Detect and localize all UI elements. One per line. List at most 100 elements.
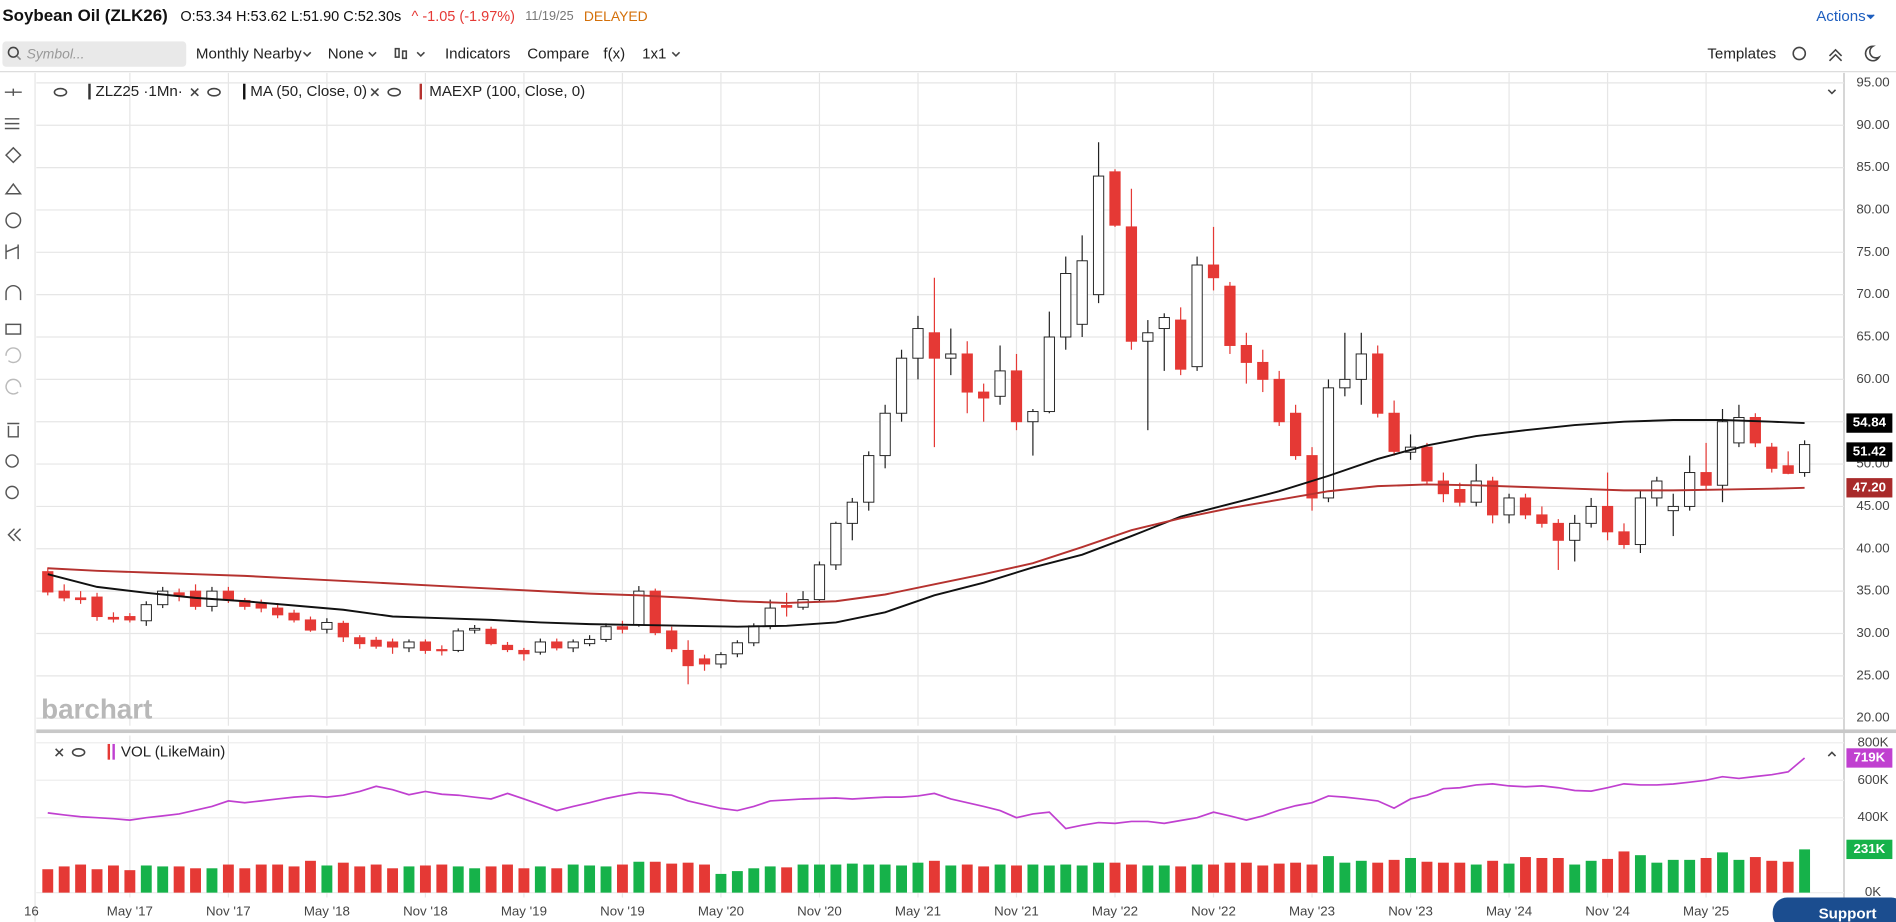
legend-swatch bbox=[88, 83, 91, 100]
candle-body bbox=[1027, 411, 1039, 423]
volume-bar bbox=[124, 870, 136, 893]
function-button[interactable]: f(x) bbox=[603, 46, 625, 63]
volume-bar bbox=[58, 866, 70, 893]
candle-body bbox=[1700, 472, 1712, 486]
eye-icon[interactable] bbox=[387, 87, 402, 97]
collapse-icon[interactable] bbox=[1828, 48, 1843, 62]
undo-icon[interactable] bbox=[5, 347, 22, 364]
volume-bar bbox=[403, 866, 415, 893]
candle-body bbox=[1076, 260, 1088, 325]
eye-icon[interactable] bbox=[207, 87, 221, 97]
volume-bar bbox=[321, 865, 333, 893]
eye-icon[interactable] bbox=[71, 747, 86, 757]
compare-button[interactable]: Compare bbox=[527, 46, 589, 63]
candle-body bbox=[830, 522, 842, 566]
candle-body bbox=[1339, 378, 1351, 389]
candle-body bbox=[272, 607, 284, 616]
volume-bar bbox=[1651, 862, 1663, 893]
support-button[interactable] bbox=[1772, 897, 1896, 922]
tool-icon[interactable] bbox=[5, 212, 22, 229]
x-tick-label: May '20 bbox=[698, 904, 744, 919]
x-tick-label: Nov '23 bbox=[1388, 904, 1433, 919]
tool-icon[interactable] bbox=[4, 182, 23, 195]
candle-body bbox=[1634, 497, 1647, 546]
panel-toggle[interactable] bbox=[1827, 89, 1837, 95]
panel-toggle[interactable] bbox=[1827, 751, 1837, 757]
volume-bar bbox=[994, 864, 1006, 893]
tool-icon[interactable] bbox=[4, 118, 20, 130]
volume-bar bbox=[1093, 862, 1105, 893]
x-tick-label: May '25 bbox=[1683, 904, 1729, 919]
close-icon[interactable] bbox=[55, 748, 64, 757]
candle-body bbox=[1043, 336, 1055, 413]
candle-body bbox=[354, 637, 366, 645]
volume-bar bbox=[452, 866, 464, 893]
candle-body bbox=[304, 619, 317, 631]
close-icon[interactable] bbox=[370, 88, 380, 97]
last-value-badge bbox=[1846, 478, 1893, 498]
volume-bar bbox=[1306, 864, 1318, 893]
tool-icon[interactable] bbox=[4, 88, 22, 96]
magnet-icon[interactable] bbox=[5, 285, 22, 301]
y-tick-label: 800K bbox=[1857, 734, 1888, 749]
candle-body bbox=[1536, 514, 1548, 524]
templates-button[interactable]: Templates bbox=[1707, 46, 1776, 63]
volume-bar bbox=[354, 866, 366, 893]
volume-bar bbox=[1405, 857, 1416, 893]
volume-bar bbox=[1191, 864, 1203, 893]
indicators-button[interactable]: Indicators bbox=[445, 46, 511, 63]
legend-entry: VOL (LikeMain) bbox=[121, 743, 225, 760]
y-tick-label: 60.00 bbox=[1856, 371, 1889, 386]
candle-body bbox=[140, 604, 152, 622]
trash-icon[interactable] bbox=[7, 422, 20, 438]
eye-icon[interactable] bbox=[53, 87, 68, 97]
candle-body bbox=[1142, 332, 1154, 342]
compare-menu[interactable]: None bbox=[328, 46, 364, 63]
y-tick-label: 40.00 bbox=[1856, 540, 1889, 555]
candle-body bbox=[1618, 531, 1630, 546]
settings-icon[interactable] bbox=[1792, 46, 1807, 61]
layout-menu[interactable]: 1x1 bbox=[642, 46, 666, 63]
candle-body bbox=[1257, 361, 1269, 380]
volume-bar bbox=[1076, 865, 1088, 893]
volume-bar bbox=[1273, 863, 1285, 893]
candle-body bbox=[945, 353, 957, 359]
volume-bar bbox=[190, 868, 201, 893]
volume-bar bbox=[469, 868, 481, 893]
candle-body bbox=[846, 501, 858, 524]
candle-body bbox=[1552, 522, 1564, 541]
legend-entry: MAEXP (100, Close, 0) bbox=[429, 83, 585, 100]
volume-bar bbox=[551, 868, 563, 893]
zoom-out-icon[interactable] bbox=[5, 485, 19, 500]
actions-caret bbox=[1866, 14, 1875, 20]
actions-menu[interactable]: Actions bbox=[1816, 8, 1866, 25]
candle-body bbox=[731, 642, 743, 655]
volume-bar bbox=[1602, 858, 1614, 893]
candle-body bbox=[107, 616, 120, 620]
lock-icon[interactable] bbox=[5, 323, 22, 335]
theme-icon[interactable] bbox=[1864, 45, 1882, 62]
candle-body bbox=[419, 641, 432, 651]
tool-icon[interactable] bbox=[5, 146, 22, 164]
legend-entry: ZLZ25 ·1Mn· bbox=[96, 83, 183, 100]
volume-bar bbox=[1224, 862, 1236, 893]
candle-body bbox=[1158, 317, 1170, 330]
x-tick-label: Nov '20 bbox=[797, 904, 842, 919]
interval-menu[interactable]: Monthly Nearby bbox=[196, 46, 302, 63]
volume-bar bbox=[600, 866, 612, 893]
tool-icon[interactable] bbox=[5, 244, 19, 260]
volume-bar bbox=[75, 864, 87, 893]
redo-icon[interactable] bbox=[5, 378, 22, 395]
zoom-in-icon[interactable] bbox=[5, 454, 19, 468]
y-tick-label: 75.00 bbox=[1856, 244, 1889, 259]
close-icon[interactable] bbox=[190, 88, 199, 97]
caret bbox=[302, 51, 312, 58]
candle-body bbox=[469, 627, 481, 631]
chart-type-icon[interactable] bbox=[394, 47, 408, 60]
search-box[interactable] bbox=[2, 41, 187, 67]
volume-bar bbox=[305, 860, 316, 893]
x-tick-label: Nov '18 bbox=[403, 904, 448, 919]
collapse-toolbar[interactable] bbox=[7, 528, 22, 542]
volume-bar bbox=[814, 864, 825, 893]
